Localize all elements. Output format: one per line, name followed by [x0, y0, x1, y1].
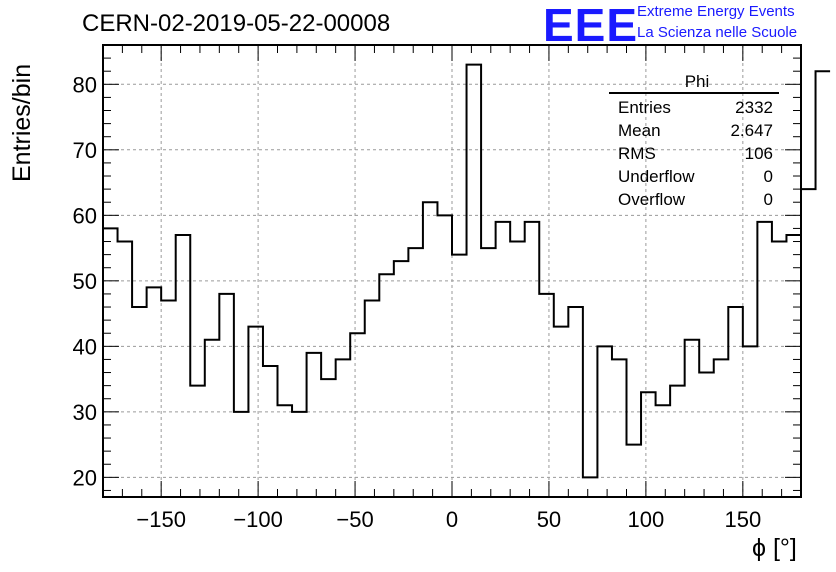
x-tick-label: −100 — [233, 507, 283, 532]
y-tick-label: 30 — [73, 400, 97, 425]
y-tick-label: 70 — [73, 138, 97, 163]
stats-label: Underflow — [618, 167, 695, 186]
stats-label: RMS — [618, 144, 656, 163]
run-title: CERN-02-2019-05-22-00008 — [82, 10, 391, 37]
stats-row-overflow: Overflow 0 — [609, 188, 773, 211]
stats-row-entries: Entries 2332 — [609, 96, 773, 119]
histogram-outline — [103, 63, 831, 479]
y-tick-label: 20 — [73, 465, 97, 490]
stats-title: Phi — [684, 72, 710, 91]
x-tick-labels: −150 −100 −50 0 50 100 150 — [136, 507, 761, 532]
y-tick-labels: 20 30 40 50 60 70 80 — [73, 72, 97, 490]
x-tick-label: −50 — [336, 507, 373, 532]
logo-subtitle-line1: Extreme Energy Events — [637, 3, 795, 20]
x-tick-label: 150 — [724, 507, 761, 532]
stats-value: 0 — [763, 190, 773, 209]
stats-value: 2.647 — [730, 121, 773, 140]
stats-box: Phi Entries 2332 Mean 2.647 RMS 106 Unde… — [609, 71, 779, 211]
y-tick-label: 50 — [73, 269, 97, 294]
y-tick-label: 80 — [73, 72, 97, 97]
logo-subtitle-line2: La Scienza nelle Scuole — [637, 24, 798, 41]
stats-value: 0 — [763, 167, 773, 186]
x-tick-label: 100 — [628, 507, 665, 532]
eee-logo: EEE — [543, 0, 639, 51]
stats-row-underflow: Underflow 0 — [609, 165, 773, 188]
x-tick-label: 0 — [446, 507, 458, 532]
stats-label: Entries — [618, 98, 671, 117]
x-tick-label: −150 — [136, 507, 186, 532]
plot-frame — [102, 44, 802, 498]
y-tick-label: 40 — [73, 334, 97, 359]
stats-label: Mean — [618, 121, 661, 140]
stats-value: 2332 — [735, 98, 773, 117]
x-axis-label: ϕ [°] — [752, 534, 797, 562]
y-tick-label: 60 — [73, 203, 97, 228]
y-axis-label: Entries/bin — [8, 63, 36, 182]
stats-value: 106 — [744, 144, 773, 163]
stats-divider — [609, 92, 779, 94]
stats-label: Overflow — [618, 190, 686, 209]
stats-row-mean: Mean 2.647 — [609, 119, 773, 142]
stats-row-rms: RMS 106 — [609, 142, 773, 165]
x-tick-label: 50 — [537, 507, 561, 532]
